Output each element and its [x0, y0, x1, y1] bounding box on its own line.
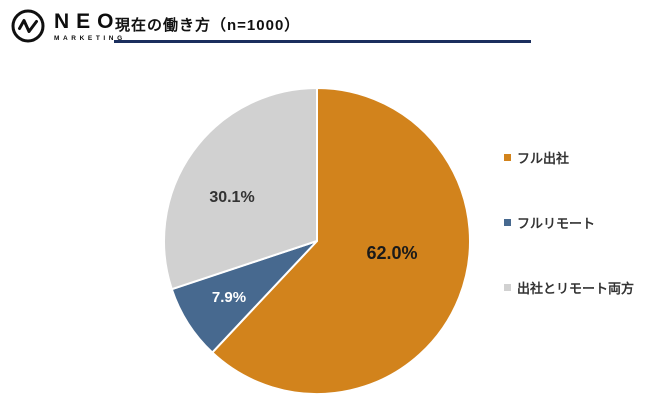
legend-label: 出社とリモート両方 [517, 281, 635, 296]
logo-text: NEO [54, 9, 121, 33]
slice-value-label-0: 62.0% [366, 243, 417, 263]
legend-swatch-icon [504, 154, 511, 161]
logo-subtext: MARKETING [54, 34, 126, 42]
slice-value-label-2: 30.1% [209, 189, 254, 206]
legend-swatch-icon [504, 219, 511, 226]
title-underline [114, 40, 531, 43]
slice-value-label-1: 7.9% [212, 289, 246, 306]
logo: NEO MARKETING [10, 8, 126, 44]
legend-item-0: フル出社 [504, 150, 634, 166]
pie-slice-0 [211, 87, 471, 395]
page-title: 現在の働き方（n=1000） [115, 17, 301, 34]
legend: フル出社フルリモート出社とリモート両方 [504, 150, 635, 296]
pie-slice-2 [163, 87, 318, 291]
legend-swatch-icon [504, 284, 511, 291]
logo-text-block: NEO MARKETING [54, 11, 126, 42]
legend-label: フルリモート [517, 216, 596, 231]
legend-item-1: フルリモート [504, 215, 634, 231]
neo-marketing-logo-icon [11, 9, 45, 43]
legend-item-2: 出社とリモート両方 [504, 280, 635, 296]
legend-label: フル出社 [517, 151, 570, 166]
